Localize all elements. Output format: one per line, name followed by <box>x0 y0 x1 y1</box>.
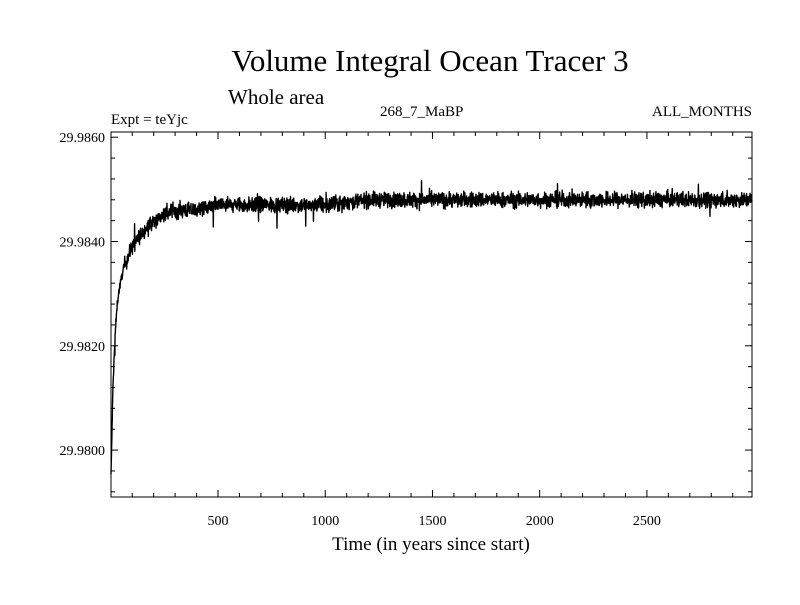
x-tick-label: 2500 <box>633 514 661 529</box>
chart-title: Volume Integral Ocean Tracer 3 <box>231 43 628 78</box>
chart-subtitle: Whole area <box>228 85 325 109</box>
x-tick-label: 500 <box>208 514 229 529</box>
period-label: ALL_MONTHS <box>652 104 752 120</box>
x-tick-label: 1500 <box>418 514 446 529</box>
plot-content <box>110 179 753 475</box>
series-line <box>110 179 753 475</box>
x-tick-label: 2000 <box>526 514 554 529</box>
y-tick-label: 29.9860 <box>60 131 106 146</box>
x-tick-label: 1000 <box>311 514 339 529</box>
ticks-layer: 500 1000 1500 2000 2500 29.9800 29.9820 29.9840… <box>60 131 752 529</box>
y-tick-label: 29.9820 <box>60 340 106 355</box>
y-tick-label: 29.9800 <box>60 444 106 459</box>
x-axis-label: Time (in years since start) <box>332 534 530 555</box>
run-label: 268_7_MaBP <box>380 104 463 120</box>
plot-frame <box>110 131 753 498</box>
experiment-label: Expt = teYjc <box>111 112 188 128</box>
y-tick-label: 29.9840 <box>60 236 106 251</box>
